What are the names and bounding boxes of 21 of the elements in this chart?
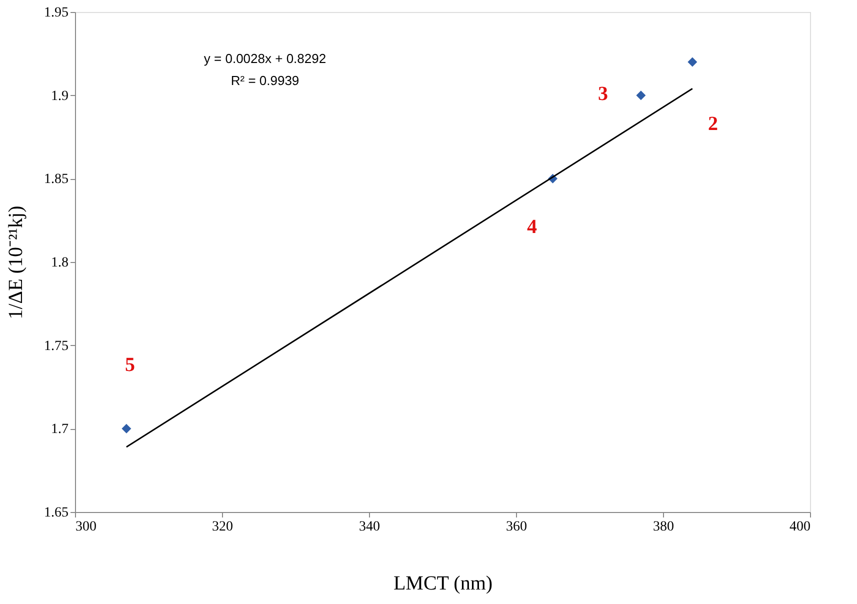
y-tick-label: 1.8: [51, 256, 68, 270]
y-tick-label: 1.85: [44, 172, 68, 188]
y-tick-label: 1.95: [44, 6, 68, 20]
annotation: R² = 0.9939: [230, 73, 300, 88]
x-tick-label: 380: [653, 520, 674, 534]
annotation: 5: [125, 354, 135, 376]
y-tick-label: 1.75: [44, 338, 68, 354]
x-tick-label: 320: [212, 520, 233, 534]
x-tick-label: 400: [790, 520, 810, 534]
x-tick-label: 360: [506, 520, 527, 534]
x-axis-title: LMCT (nm): [393, 572, 493, 594]
y-tick-label: 1.9: [51, 88, 68, 104]
x-tick-label: 340: [359, 520, 380, 534]
y-axis-title: 1/ΔE (10⁻²¹kj): [5, 206, 27, 320]
x-tick-label: 300: [76, 520, 96, 534]
y-tick-label: 1.7: [51, 422, 68, 438]
annotation: 2: [708, 113, 718, 135]
annotation: y = 0.0028x + 0.8292: [204, 51, 326, 66]
y-tick-label: 1.65: [44, 506, 68, 520]
annotation: 3: [598, 83, 608, 105]
annotation: 4: [527, 216, 537, 238]
